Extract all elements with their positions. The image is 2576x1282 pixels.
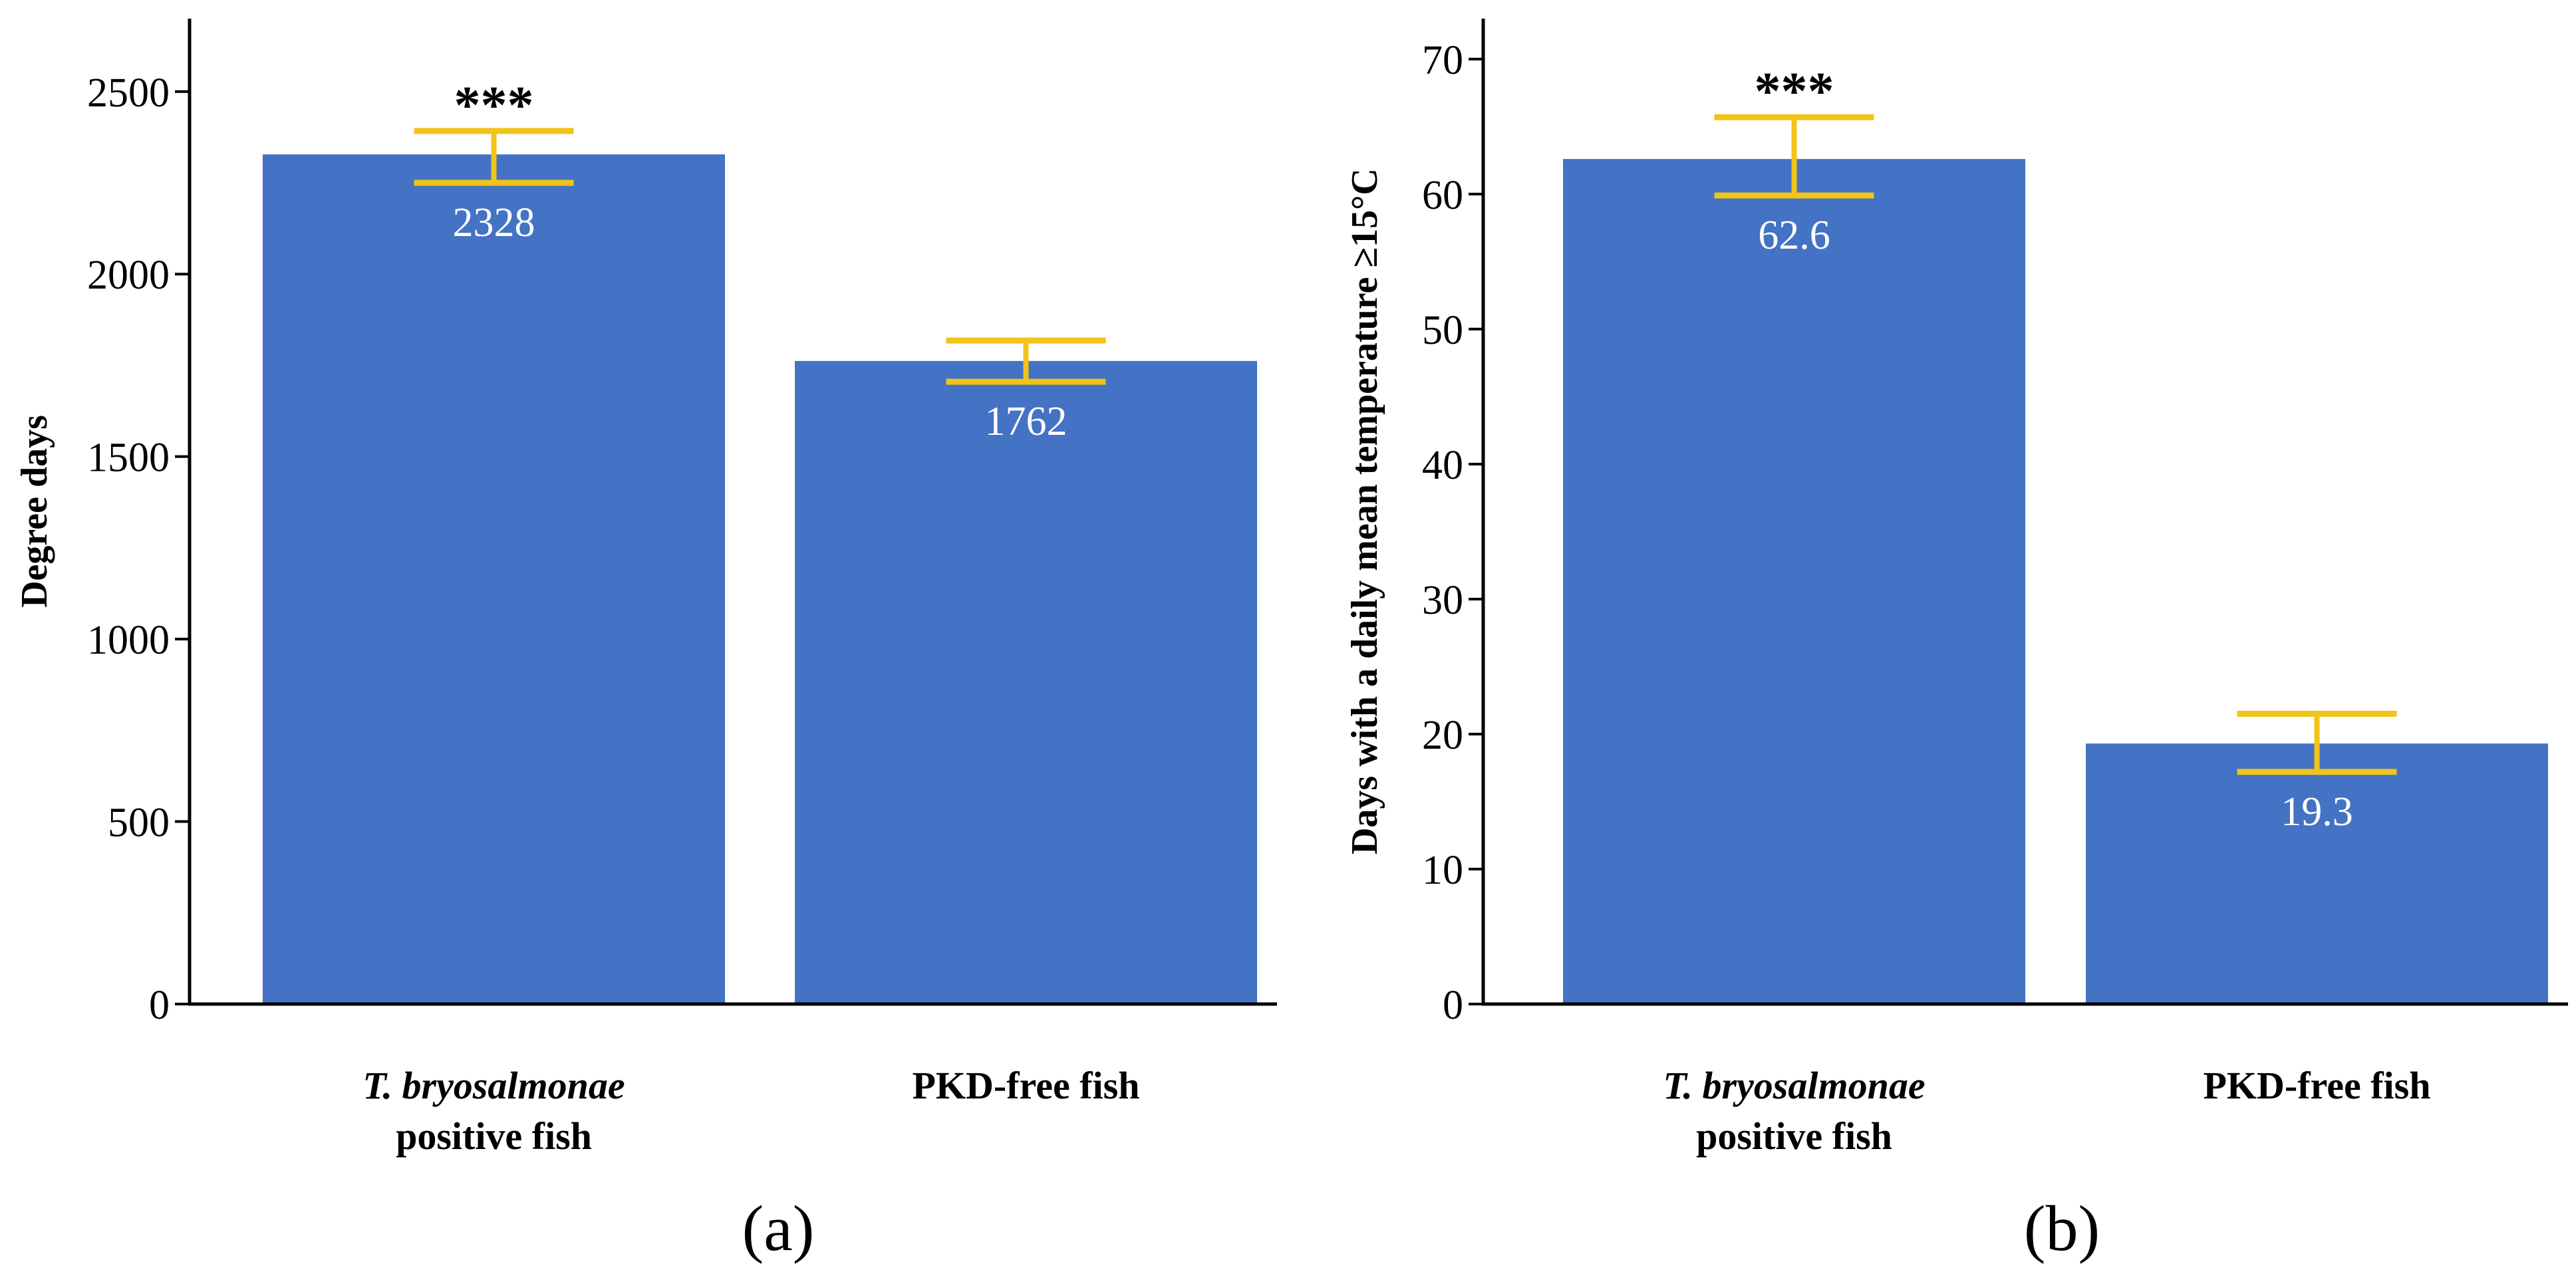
y-tick-label: 2000 bbox=[87, 253, 170, 298]
y-tick-label: 500 bbox=[108, 801, 170, 846]
bar-1 bbox=[263, 154, 725, 1005]
x-category-label: T. bryosalmonae bbox=[1663, 1064, 1925, 1107]
chart-panel-a: 0 500 1000 1500 2000 2500 Degree days 2328 *** T.… bbox=[14, 19, 1277, 1265]
y-tick-label: 1500 bbox=[87, 436, 170, 481]
x-category-label-line2: positive fish bbox=[396, 1114, 592, 1158]
x-category-label: T. bryosalmonae bbox=[362, 1064, 625, 1107]
chart-panel-b: 0 10 20 30 40 50 60 70 Days with a daily mean te… bbox=[1344, 19, 2568, 1265]
y-tick-label: 20 bbox=[1422, 713, 1463, 758]
y-tick-label: 10 bbox=[1422, 848, 1463, 893]
y-tick-label: 1000 bbox=[87, 618, 170, 663]
y-tick-label: 0 bbox=[1443, 983, 1463, 1028]
y-tick-label: 70 bbox=[1422, 38, 1463, 83]
x-category-label: PKD-free fish bbox=[913, 1064, 1140, 1107]
y-tick-label: 40 bbox=[1422, 443, 1463, 488]
bar-2 bbox=[2086, 743, 2548, 1004]
x-category-label: PKD-free fish bbox=[2204, 1064, 2431, 1107]
bar-value-label: 62.6 bbox=[1758, 213, 1830, 258]
y-axis-title: Days with a daily mean temperature ≥15°C bbox=[1344, 168, 1385, 854]
bar-2 bbox=[795, 360, 1257, 1004]
y-tick-label: 30 bbox=[1422, 578, 1463, 623]
x-category-label-line2: positive fish bbox=[1696, 1114, 1892, 1158]
y-axis-title: Degree days bbox=[14, 415, 55, 608]
panel-label: (b) bbox=[2024, 1193, 2100, 1265]
bar-value-label: 19.3 bbox=[2281, 789, 2353, 834]
y-tick-label: 60 bbox=[1422, 173, 1463, 218]
y-tick-label: 2500 bbox=[87, 70, 170, 116]
bar-1 bbox=[1563, 159, 2025, 1004]
y-tick-label: 50 bbox=[1422, 308, 1463, 353]
panel-label: (a) bbox=[742, 1193, 815, 1265]
bar-value-label: 1762 bbox=[985, 399, 1068, 444]
significance-marker: *** bbox=[1755, 63, 1834, 121]
y-tick-label: 0 bbox=[149, 983, 170, 1028]
bar-value-label: 2328 bbox=[453, 200, 535, 245]
significance-marker: *** bbox=[454, 76, 534, 135]
